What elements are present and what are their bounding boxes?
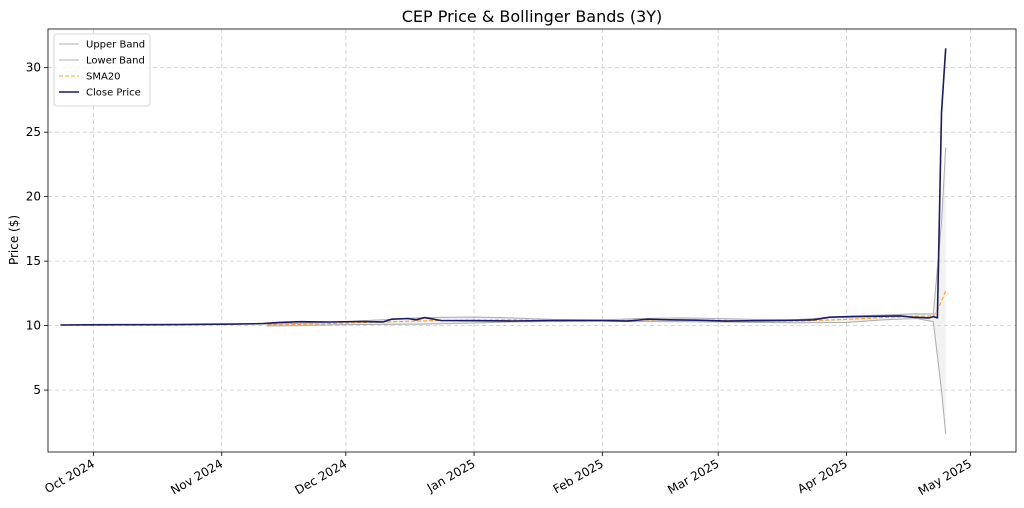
y-tick-label: 15 — [26, 254, 41, 268]
y-tick-label: 5 — [33, 383, 41, 397]
x-tick-label: May 2025 — [916, 456, 974, 498]
sma20-line — [267, 290, 947, 326]
bollinger-band-fill — [267, 147, 946, 434]
y-tick-label: 20 — [26, 190, 41, 204]
plot-frame — [47, 28, 1017, 453]
x-tick-label: Feb 2025 — [551, 456, 606, 496]
series-layer — [60, 48, 947, 434]
y-tick-label: 25 — [26, 125, 41, 139]
legend-label: Close Price — [86, 88, 141, 99]
upper-band-line — [267, 147, 947, 325]
legend-label: Upper Band — [86, 40, 145, 51]
band-fill-layer — [267, 147, 946, 434]
y-axis-label: Price ($) — [7, 215, 21, 265]
y-tick-label: 10 — [26, 319, 41, 333]
chart-title: CEP Price & Bollinger Bands (3Y) — [402, 7, 663, 26]
legend-box — [53, 33, 151, 107]
close-price-line — [60, 48, 947, 326]
x-tick-label: Jan 2025 — [424, 456, 478, 495]
x-tick-label: Oct 2024 — [42, 456, 97, 496]
x-tick-label: Dec 2024 — [292, 456, 349, 497]
y-tick-label: 30 — [26, 61, 41, 75]
grid — [48, 29, 1016, 452]
y-ticks: 5 10 15 20 25 30 — [26, 61, 48, 397]
legend-label: SMA20 — [86, 72, 121, 83]
x-tick-label: Nov 2024 — [168, 456, 225, 497]
lower-band-line — [267, 317, 947, 434]
x-tick-label: Mar 2025 — [665, 456, 721, 497]
legend-label: Lower Band — [86, 56, 145, 67]
legend: Upper Band Lower Band SMA20 Close Price — [53, 33, 151, 107]
x-ticks: Oct 2024 Nov 2024 Dec 2024 Jan 2025 Feb 2025… — [42, 452, 974, 498]
x-tick-label: Apr 2025 — [795, 456, 850, 496]
